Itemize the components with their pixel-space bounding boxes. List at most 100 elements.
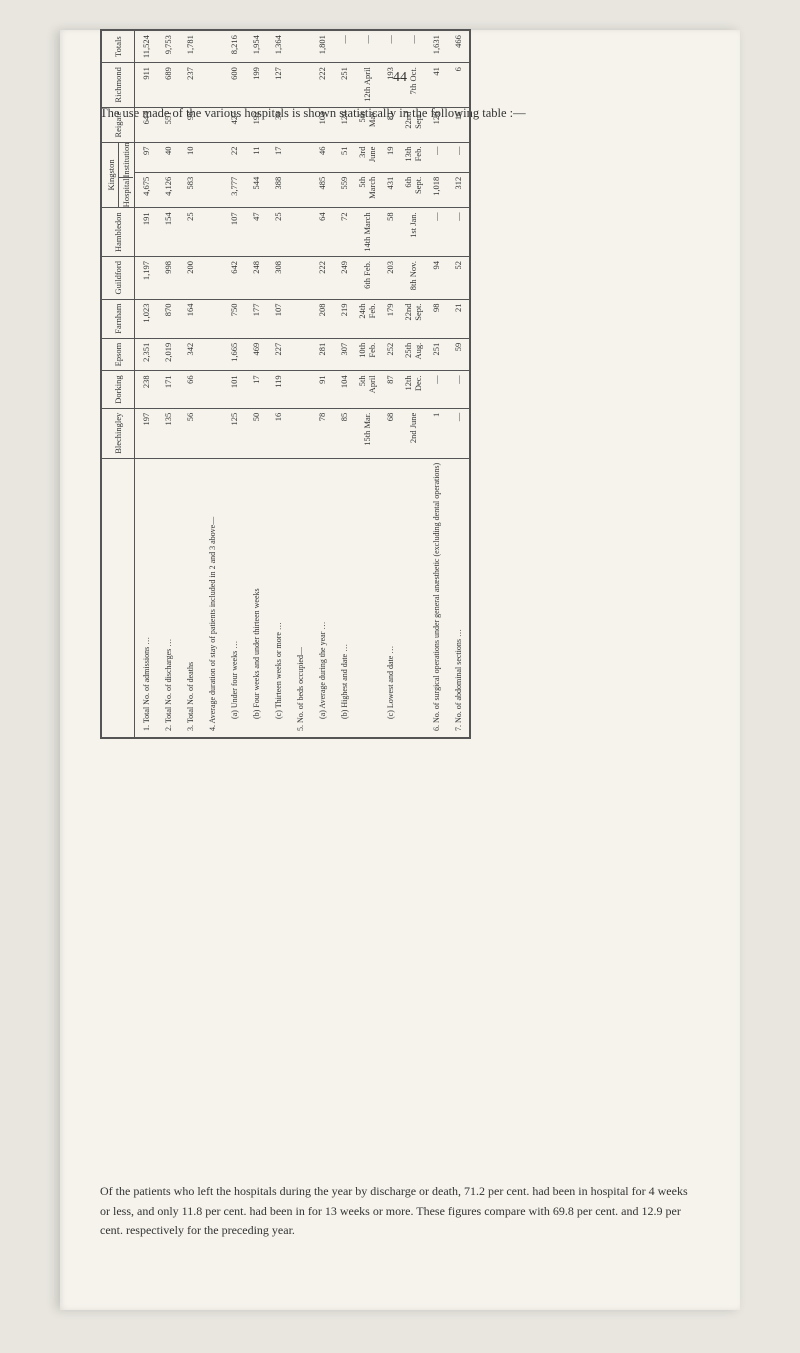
table-row: (b) Four weeks and under thirteen weeks5… <box>245 30 267 738</box>
cell: 12th April <box>355 62 379 106</box>
cell <box>289 256 311 299</box>
table-row: 2nd June12th Dec.25th Aug.22nd Sept.8th … <box>401 30 425 738</box>
cell: — <box>425 142 447 172</box>
cell: 1,023 <box>135 299 158 338</box>
cell: 192 <box>245 107 267 142</box>
table-row: 6. No. of surgical operations under gene… <box>425 30 447 738</box>
cell: — <box>425 208 447 257</box>
cell: 431 <box>379 172 401 208</box>
cell: 6th Sept. <box>401 172 425 208</box>
row-label: 7. No. of abdominal sections … <box>447 458 470 738</box>
table-row: (a) Under four weeks …1251011,6657506421… <box>223 30 245 738</box>
row-label: (a) Under four weeks … <box>223 458 245 738</box>
cell: 197 <box>135 408 158 458</box>
cell: 237 <box>179 62 201 106</box>
cell <box>201 256 223 299</box>
cell: 24th Feb. <box>355 299 379 338</box>
cell: — <box>355 30 379 63</box>
cell: 81 <box>379 107 401 142</box>
cell: 750 <box>223 299 245 338</box>
cell <box>289 142 311 172</box>
cell: 427 <box>223 107 245 142</box>
cell: 251 <box>333 62 355 106</box>
cell <box>201 142 223 172</box>
cell: 119 <box>267 371 289 408</box>
cell: 107 <box>267 299 289 338</box>
cell: — <box>333 30 355 63</box>
cell: 7th Oct. <box>401 62 425 106</box>
cell: 58 <box>379 208 401 257</box>
cell: 388 <box>267 172 289 208</box>
cell: 342 <box>179 338 201 371</box>
cell: 128 <box>425 107 447 142</box>
cell: 200 <box>179 256 201 299</box>
cell: 56 <box>179 408 201 458</box>
cell: 8th Nov. <box>401 256 425 299</box>
cell: 307 <box>333 338 355 371</box>
kingston-header: Kingston <box>104 142 119 207</box>
cell: 25th Aug. <box>401 338 425 371</box>
col-dorking: Dorking <box>101 371 135 408</box>
cell: 97 <box>135 142 158 172</box>
cell: 15th Mar. <box>355 408 379 458</box>
table-row: 4. Average duration of stay of patients … <box>201 30 223 738</box>
hospitals-table: Blechingley Dorking Epsom Farnham Guildf… <box>100 29 471 739</box>
cell: — <box>447 208 470 257</box>
cell: 9,753 <box>157 30 179 63</box>
cell: 30 <box>267 107 289 142</box>
cell: 1,018 <box>425 172 447 208</box>
table-head: Blechingley Dorking Epsom Farnham Guildf… <box>101 30 135 738</box>
cell <box>289 208 311 257</box>
cell: 642 <box>223 256 245 299</box>
cell: 19 <box>379 142 401 172</box>
table-row: (c) Lowest and date …6887252179203584311… <box>379 30 401 738</box>
cell: 6 <box>447 62 470 106</box>
cell: 193 <box>379 62 401 106</box>
cell: 125 <box>223 408 245 458</box>
cell: 1,364 <box>267 30 289 63</box>
cell <box>289 30 311 63</box>
table-row: 3. Total No. of deaths566634216420025583… <box>179 30 201 738</box>
row-label: 3. Total No. of deaths <box>179 458 201 738</box>
cell <box>201 172 223 208</box>
cell: 911 <box>135 62 158 106</box>
cell <box>289 62 311 106</box>
cell <box>289 107 311 142</box>
cell: 22 <box>223 142 245 172</box>
cell: 1,665 <box>223 338 245 371</box>
cell: 25 <box>179 208 201 257</box>
col-reigate: Reigate <box>101 107 135 142</box>
cell: 120 <box>333 107 355 142</box>
cell: 164 <box>179 299 201 338</box>
col-epsom: Epsom <box>101 338 135 371</box>
cell <box>201 107 223 142</box>
cell: 1 <box>425 408 447 458</box>
cell: 312 <box>447 172 470 208</box>
cell: 4,675 <box>135 172 158 208</box>
cell: 227 <box>267 338 289 371</box>
cell: 22nd Sept. <box>401 299 425 338</box>
cell: 94 <box>425 256 447 299</box>
cell: 21 <box>447 299 470 338</box>
cell: 177 <box>245 299 267 338</box>
cell: 5th April <box>355 371 379 408</box>
table-row: 1. Total No. of admissions …1972382,3511… <box>135 30 158 738</box>
cell: 135 <box>157 408 179 458</box>
cell: 13th Feb. <box>401 142 425 172</box>
cell: 644 <box>135 107 158 142</box>
cell: 689 <box>157 62 179 106</box>
cell: 5th May <box>355 107 379 142</box>
cell: 127 <box>267 62 289 106</box>
cell: 559 <box>333 172 355 208</box>
cell: 2nd June <box>401 408 425 458</box>
row-label: 2. Total No. of discharges … <box>157 458 179 738</box>
cell: 98 <box>179 107 201 142</box>
cell: 6th Feb. <box>355 256 379 299</box>
cell: 16 <box>447 107 470 142</box>
page: 44 The use made of the various hospitals… <box>60 30 740 1310</box>
cell: — <box>447 142 470 172</box>
cell: 179 <box>379 299 401 338</box>
cell: — <box>401 30 425 63</box>
cell: 46 <box>311 142 333 172</box>
cell <box>201 338 223 371</box>
